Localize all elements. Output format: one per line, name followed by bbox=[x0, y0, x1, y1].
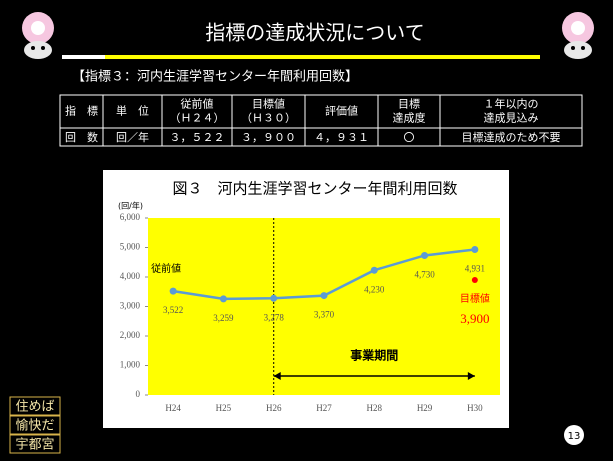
value-label: 4,230 bbox=[364, 284, 385, 294]
target-value-label: 3,900 bbox=[460, 311, 489, 326]
mascot-right bbox=[562, 12, 594, 59]
table-header: （Ｈ２４） bbox=[170, 112, 225, 125]
y-tick-label: 5,000 bbox=[120, 242, 141, 252]
slogan-text: 住めば bbox=[15, 400, 54, 415]
plot-area bbox=[148, 218, 500, 395]
target-point bbox=[472, 277, 478, 283]
slogan-text: 愉快だ bbox=[15, 418, 54, 434]
table-header: 単 位 bbox=[116, 104, 149, 118]
value-label: 3,522 bbox=[163, 305, 183, 315]
table-header: 達成見込み bbox=[484, 112, 539, 125]
value-label: 3,278 bbox=[264, 312, 285, 322]
value-label: 3,259 bbox=[213, 313, 234, 323]
table-header: 達成度 bbox=[393, 111, 426, 125]
baseline-label: 従前値 bbox=[151, 262, 181, 275]
x-tick-label: H24 bbox=[165, 403, 181, 413]
table-cell-text: 〇 bbox=[404, 131, 415, 144]
table-header: １年以内の bbox=[484, 97, 539, 111]
mascot-left bbox=[22, 12, 54, 59]
table-cell-text: ３，９００ bbox=[241, 131, 296, 144]
y-tick-label: 4,000 bbox=[120, 271, 141, 281]
table-header: 従前値 bbox=[181, 97, 214, 111]
y-tick-label: 6,000 bbox=[120, 212, 141, 222]
data-point bbox=[471, 246, 478, 253]
x-tick-label: H30 bbox=[467, 403, 483, 413]
x-tick-label: H27 bbox=[316, 403, 332, 413]
slide-title: 指標の達成状況について bbox=[205, 21, 424, 45]
data-point bbox=[270, 295, 277, 302]
y-tick-label: 1,000 bbox=[120, 360, 141, 370]
subtitle: 【指標３：河内生涯学習センター年間利用回数】 bbox=[72, 69, 358, 85]
page-number: 13 bbox=[568, 431, 581, 442]
table-header: 評価値 bbox=[325, 104, 358, 118]
table-cell-text: ３，５２２ bbox=[170, 131, 225, 144]
target-label: 目標値 bbox=[460, 292, 490, 305]
data-point bbox=[220, 295, 227, 302]
data-point bbox=[371, 267, 378, 274]
data-point bbox=[321, 292, 328, 299]
table-cell-text: 回 数 bbox=[65, 131, 98, 144]
slogan-text: 宇都宮 bbox=[15, 437, 54, 453]
data-point bbox=[170, 288, 177, 295]
y-tick-label: 3,000 bbox=[120, 301, 141, 311]
table-cell-text: 目標達成のため不要 bbox=[462, 130, 561, 144]
y-unit: (回/年) bbox=[118, 201, 143, 211]
y-tick-label: 0 bbox=[136, 389, 141, 399]
y-tick-label: 2,000 bbox=[120, 330, 141, 340]
value-label: 3,370 bbox=[314, 310, 335, 320]
x-tick-label: H26 bbox=[266, 403, 282, 413]
table-cell-text: ４，９３１ bbox=[314, 131, 369, 144]
x-tick-label: H29 bbox=[417, 403, 433, 413]
period-label: 事業期間 bbox=[350, 348, 398, 363]
x-tick-label: H25 bbox=[216, 403, 232, 413]
data-point bbox=[421, 252, 428, 259]
value-label: 4,931 bbox=[465, 264, 485, 274]
table-header: 目標 bbox=[398, 97, 420, 111]
table-header: （Ｈ３０） bbox=[241, 112, 296, 125]
table-header: 指 標 bbox=[65, 104, 98, 118]
chart-title: 図３ 河内生涯学習センター年間利用回数 bbox=[172, 180, 457, 197]
slide: 指標の達成状況について 【指標３：河内生涯学習センター年間利用回数】 指 標 単 … bbox=[0, 0, 613, 461]
table-cell-text: 回／年 bbox=[116, 130, 149, 144]
value-label: 4,730 bbox=[414, 270, 435, 280]
table-header: 目標値 bbox=[252, 97, 285, 111]
x-tick-label: H28 bbox=[367, 403, 383, 413]
